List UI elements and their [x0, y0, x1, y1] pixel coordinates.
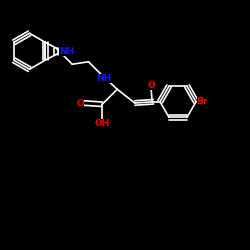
Text: O: O	[147, 80, 155, 90]
Text: OH: OH	[94, 118, 110, 128]
Text: O: O	[77, 98, 84, 108]
Text: NH: NH	[59, 47, 74, 56]
Text: NH: NH	[96, 74, 111, 83]
Text: Br: Br	[196, 97, 208, 106]
